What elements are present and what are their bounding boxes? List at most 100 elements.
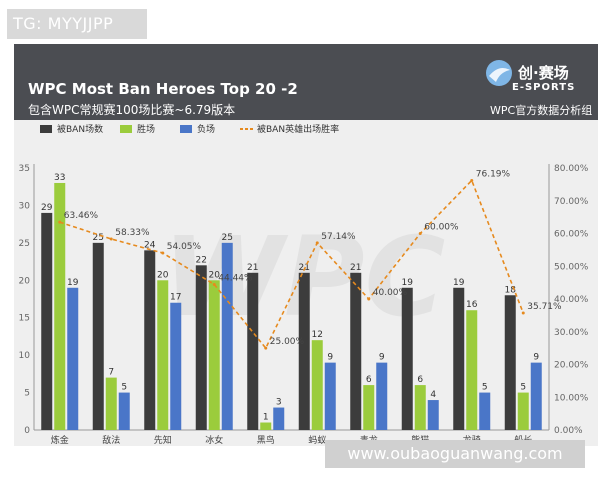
bar-value-label: 5: [520, 383, 526, 393]
bar: [92, 242, 104, 430]
bar-value-label: 7: [108, 368, 114, 378]
bar: [414, 385, 426, 430]
bar-value-label: 33: [54, 173, 65, 183]
bar-value-label: 25: [93, 233, 104, 243]
esports-logo-icon: [486, 60, 512, 86]
bar-value-label: 6: [366, 375, 372, 385]
bar: [311, 340, 323, 430]
win-rate-line: [59, 179, 524, 350]
y-tick-label: 20: [19, 276, 31, 286]
x-tick-label: 炼金: [51, 434, 69, 446]
y-tick-label: 5: [24, 389, 30, 399]
line-point: [367, 297, 371, 301]
legend-label: 被BAN场数: [57, 123, 103, 135]
bar: [260, 422, 272, 430]
bar-value-label: 19: [453, 278, 465, 288]
bar: [453, 287, 465, 430]
line-point: [161, 251, 165, 255]
bar: [105, 377, 117, 430]
bar-value-label: 16: [466, 300, 478, 310]
chart-legend: 被BAN场数 胜场 负场 被BAN英雄出场胜率: [40, 123, 339, 135]
x-tick-label: 黑鸟: [257, 434, 275, 446]
y2-tick-label: 40.00%: [554, 295, 589, 305]
bar-value-label: 19: [67, 278, 79, 288]
bar-value-label: 20: [209, 270, 221, 280]
bar: [298, 272, 310, 430]
legend-label: 胜场: [137, 124, 155, 135]
y2-tick-label: 0.00%: [554, 426, 583, 436]
bar: [376, 362, 388, 430]
bar: [427, 400, 439, 430]
bar: [401, 287, 413, 430]
y-tick-label: 35: [19, 164, 30, 174]
bar-value-label: 29: [41, 203, 53, 213]
legend-swatch: [180, 125, 192, 133]
chart-title: WPC Most Ban Heroes Top 20 -2: [28, 80, 298, 98]
y2-tick-label: 60.00%: [554, 230, 589, 240]
y-tick-label: 30: [19, 201, 31, 211]
y2-tick-label: 30.00%: [554, 328, 589, 338]
x-tick-label: 敌法: [102, 434, 120, 446]
legend-label: 负场: [197, 123, 215, 135]
chart-line: 63.46% 58.33% 54.05% 44.44% 25.00% 57.14% 40.0…: [58, 169, 562, 350]
bar: [504, 295, 516, 430]
bar-value-label: 3: [276, 398, 282, 408]
bar-value-label: 17: [170, 293, 181, 303]
bar: [118, 392, 130, 430]
line-value-label: 25.00%: [270, 337, 305, 347]
bar: [517, 392, 529, 430]
line-value-label: 44.44%: [218, 273, 253, 283]
watermark-url: www.oubaoguanwang.com: [325, 440, 585, 468]
brand-subname: E-SPORTS: [512, 82, 576, 93]
line-point: [109, 237, 113, 241]
brand-name: 创·赛场: [518, 64, 569, 82]
x-tick-label: 蚂蚁: [308, 434, 326, 446]
line-value-label: 54.05%: [167, 242, 202, 252]
bar: [54, 182, 66, 430]
bar: [530, 362, 542, 430]
bar: [170, 302, 182, 430]
line-point: [315, 241, 319, 245]
bar-value-label: 5: [121, 383, 127, 393]
line-value-label: 58.33%: [115, 228, 150, 238]
legend-swatch: [40, 125, 52, 133]
bar-value-label: 9: [533, 353, 539, 363]
bar: [247, 272, 259, 430]
bar: [208, 280, 220, 430]
x-tick-label: 冰女: [205, 434, 223, 446]
legend-swatch: [120, 125, 132, 133]
y2-tick-label: 20.00%: [554, 361, 589, 371]
y-tick-label: 25: [19, 239, 30, 249]
bar-value-label: 25: [222, 233, 233, 243]
bar-value-label: 21: [350, 263, 361, 273]
data-group-label: WPC官方数据分析组: [490, 104, 593, 117]
chart-card: WPC Most Ban Heroes Top 20 -2 包含WPC常规赛10…: [14, 44, 598, 446]
x-tick-label: 先知: [154, 434, 172, 446]
bar-value-label: 1: [263, 413, 269, 423]
bar: [67, 287, 79, 430]
line-value-label: 63.46%: [64, 211, 99, 221]
bar-value-label: 12: [312, 330, 323, 340]
chart-plot: WPC 051015202530350.00%10.00%20.00%30.00…: [19, 123, 589, 446]
bar-value-label: 9: [379, 353, 385, 363]
y2-tick-label: 10.00%: [554, 393, 589, 403]
bar: [144, 250, 156, 430]
bar-value-label: 18: [505, 285, 517, 295]
bar: [195, 265, 207, 430]
bar-value-label: 21: [247, 263, 258, 273]
bar-value-label: 22: [196, 255, 207, 265]
line-value-label: 60.00%: [424, 223, 459, 233]
bar-value-label: 6: [417, 375, 423, 385]
y2-tick-label: 50.00%: [554, 262, 589, 272]
y-tick-label: 10: [19, 351, 31, 361]
line-point: [212, 282, 216, 286]
bar: [157, 280, 169, 430]
bar: [466, 310, 478, 430]
y2-tick-label: 80.00%: [554, 164, 589, 174]
bar-value-label: 19: [402, 278, 414, 288]
chart-subtitle: 包含WPC常规赛100场比赛~6.79版本: [28, 103, 236, 117]
line-point: [264, 346, 268, 350]
line-value-label: 57.14%: [321, 232, 356, 242]
bar-value-label: 20: [157, 270, 169, 280]
line-value-label: 76.19%: [476, 169, 511, 179]
